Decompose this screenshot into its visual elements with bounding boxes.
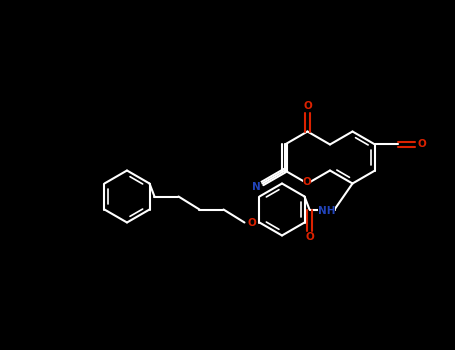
Text: O: O — [305, 232, 314, 243]
Text: NH: NH — [318, 206, 335, 216]
Text: O: O — [303, 101, 312, 111]
Text: N: N — [253, 182, 261, 192]
Text: O: O — [418, 140, 426, 149]
Text: O: O — [303, 177, 311, 187]
Text: O: O — [247, 217, 256, 228]
